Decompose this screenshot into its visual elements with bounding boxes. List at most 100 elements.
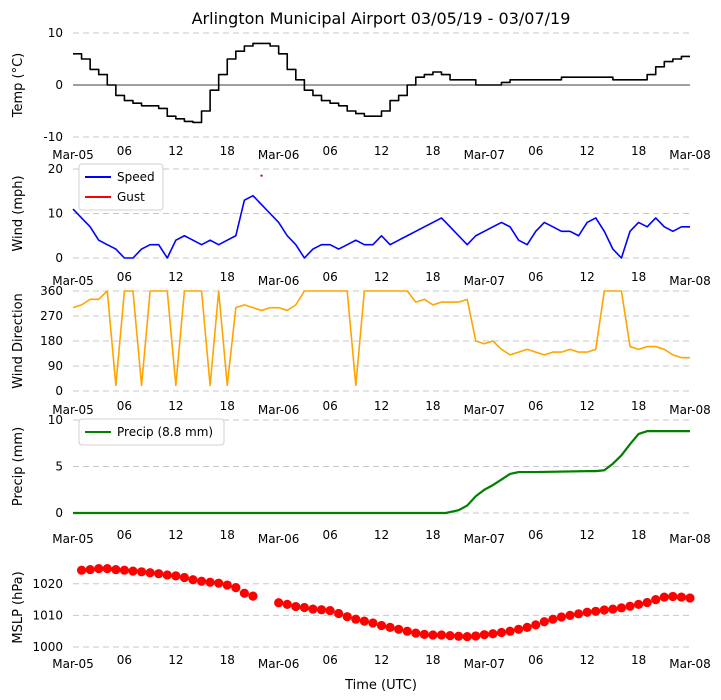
x-tick-label: 18 [220, 653, 235, 667]
y-tick-label: 10 [48, 26, 63, 40]
data-point [128, 566, 138, 576]
panel-wind: 0 10 20 Mar-05 06 12 18 Mar-06 06 12 18 Mar-07 06 12 1… [11, 162, 711, 288]
data-point [222, 580, 232, 590]
data-point [248, 591, 258, 601]
legend-label: Speed [117, 170, 155, 184]
x-tick-label: 18 [425, 399, 440, 413]
data-point [260, 174, 263, 177]
x-tick-label: Mar-06 [258, 532, 299, 546]
x-tick-label: 18 [425, 528, 440, 542]
series-line [73, 42, 690, 124]
x-tick-label: Mar-06 [258, 403, 299, 417]
data-point [625, 601, 635, 611]
data-point [471, 631, 481, 641]
x-tick-label: 06 [322, 144, 337, 158]
data-point [445, 631, 455, 641]
x-tick-label: 06 [322, 270, 337, 284]
y-axis-label: Wind Direction [11, 293, 26, 389]
series-line [73, 430, 690, 515]
data-point [411, 628, 421, 638]
x-tick-label: 12 [168, 144, 183, 158]
x-tick-label: Mar-06 [258, 274, 299, 288]
data-point [76, 565, 87, 575]
y-tick-label: 270 [40, 309, 63, 323]
data-point [659, 592, 669, 602]
data-point [573, 609, 584, 619]
x-tick-label: 18 [220, 399, 235, 413]
x-tick-label: Mar-08 [669, 403, 710, 417]
y-tick-label: 180 [40, 334, 63, 348]
x-tick-label: 12 [580, 528, 595, 542]
x-tick-label: 18 [220, 528, 235, 542]
x-tick-label: 18 [425, 144, 440, 158]
y-tick-label: -10 [43, 130, 63, 144]
x-tick-label: Mar-07 [464, 657, 505, 671]
x-tick-label: 06 [528, 528, 543, 542]
x-tick-label: 18 [631, 399, 646, 413]
x-tick-label: 06 [528, 399, 543, 413]
data-point [385, 622, 395, 633]
x-tick-label: 18 [631, 270, 646, 284]
data-point [668, 591, 678, 602]
legend-label: Gust [117, 190, 145, 204]
y-tick-label: 0 [55, 78, 63, 92]
x-tick-label: Mar-08 [669, 148, 710, 162]
x-tick-label: Mar-08 [669, 532, 710, 546]
series-line [72, 290, 690, 387]
data-point [274, 598, 284, 608]
x-tick-label: 12 [168, 270, 183, 284]
data-point [154, 569, 164, 579]
x-tick-label: 06 [117, 270, 132, 284]
y-axis-label: MSLP (hPa) [11, 571, 26, 643]
y-tick-label: 1000 [32, 640, 63, 654]
y-axis-label: Wind (mph) [11, 175, 26, 251]
data-point [205, 577, 215, 587]
x-tick-label: Mar-07 [464, 274, 505, 288]
x-tick-label: 06 [117, 399, 132, 413]
x-tick-label: Mar-05 [52, 532, 93, 546]
x-tick-label: Mar-07 [464, 148, 505, 162]
data-point [325, 606, 335, 616]
data-point [94, 564, 104, 574]
x-tick-label: 18 [631, 144, 646, 158]
data-point [454, 631, 464, 641]
x-tick-label: 06 [528, 144, 543, 158]
data-point [608, 604, 618, 614]
data-point [111, 564, 121, 575]
x-tick-label: Mar-08 [669, 274, 710, 288]
data-point [582, 607, 592, 617]
data-point [136, 567, 147, 577]
x-tick-label: 06 [117, 653, 132, 667]
x-tick-label: Mar-05 [52, 657, 93, 671]
x-axis-label: Time (UTC) [344, 678, 417, 693]
data-point [642, 597, 652, 608]
x-tick-label: 18 [631, 528, 646, 542]
panel-mslp: 1000 1010 1020 Mar-05 06 12 18 Mar-06 06 12 18 Mar-… [11, 564, 711, 671]
x-tick-label: 12 [374, 270, 389, 284]
x-tick-label: 06 [528, 270, 543, 284]
x-tick-label: 12 [580, 653, 595, 667]
x-tick-label: Mar-07 [464, 403, 505, 417]
x-tick-label: 12 [168, 653, 183, 667]
data-point [479, 630, 489, 640]
legend-box [78, 418, 225, 446]
data-point [214, 578, 224, 588]
data-point [514, 624, 524, 634]
data-point [591, 606, 601, 616]
y-axis-label: Temp (°C) [11, 53, 26, 119]
x-tick-label: 12 [580, 270, 595, 284]
data-point [539, 617, 549, 627]
data-point [676, 592, 687, 602]
y-tick-label: 0 [55, 384, 63, 398]
x-tick-label: 06 [322, 653, 337, 667]
data-point [428, 630, 438, 640]
data-point [556, 612, 567, 622]
panel-dir: 0 90 180 270 360 Mar-05 06 12 18 Mar-06 06 12 18 Mar-… [11, 284, 711, 417]
x-tick-label: 12 [374, 653, 389, 667]
chart-panels: -10 0 10 Mar-05 06 12 18 Mar-06 06 12 18 Mar-07 06 12… [11, 26, 711, 671]
data-point [291, 601, 301, 612]
panel-precip: 0 5 10 Mar-05 06 12 18 Mar-06 06 12 18 Mar-07 06 12 18… [11, 413, 711, 546]
data-point [342, 612, 352, 622]
y-tick-label: 10 [48, 413, 63, 427]
data-point [651, 595, 661, 605]
